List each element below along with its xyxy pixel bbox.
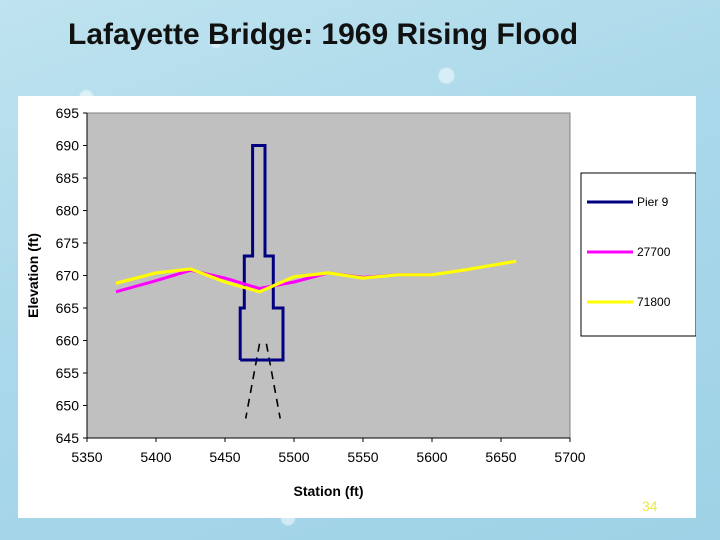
y-tick-label: 675	[56, 235, 80, 251]
page-number: 34	[642, 498, 658, 514]
y-tick-label: 685	[56, 170, 80, 186]
x-tick-label: 5450	[209, 449, 240, 465]
flood-elevation-chart: 645 650 655 660 665 670 675 680 685 690 695 5350 540…	[25, 105, 697, 499]
y-tick-label: 660	[56, 333, 80, 349]
y-tick-label: 695	[56, 105, 80, 121]
y-tick-label: 665	[56, 300, 80, 316]
pile-dashed-line	[265, 343, 281, 419]
y-tick-label: 650	[56, 398, 80, 414]
legend-box	[580, 172, 697, 337]
x-tick-label: 5700	[554, 449, 585, 465]
y-tick-label: 670	[56, 268, 80, 284]
x-axis-label: Station (ft)	[294, 483, 364, 499]
series-line-3	[115, 259, 517, 294]
x-tick-label: 5500	[278, 449, 309, 465]
x-tick-label: 5650	[485, 449, 516, 465]
x-tick-label: 5550	[347, 449, 378, 465]
chart-container: 645 650 655 660 665 670 675 680 685 690 695 5350 540…	[18, 96, 697, 518]
y-tick-label: 690	[56, 138, 80, 154]
plot-area	[86, 112, 571, 439]
series-line-1	[238, 144, 285, 362]
pile-dashed-line	[244, 343, 261, 419]
legend-label: 27700	[637, 245, 671, 259]
x-tick-label: 5400	[140, 449, 171, 465]
legend-label: Pier 9	[637, 195, 669, 209]
legend-label: 71800	[637, 295, 671, 309]
y-tick-label: 655	[56, 365, 80, 381]
slide-title: Lafayette Bridge: 1969 Rising Flood	[68, 18, 579, 51]
y-axis-label: Elevation (ft)	[25, 233, 41, 318]
x-tick-label: 5350	[71, 449, 102, 465]
y-tick-label: 645	[56, 430, 80, 446]
x-tick-label: 5600	[416, 449, 447, 465]
y-tick-label: 680	[56, 203, 80, 219]
